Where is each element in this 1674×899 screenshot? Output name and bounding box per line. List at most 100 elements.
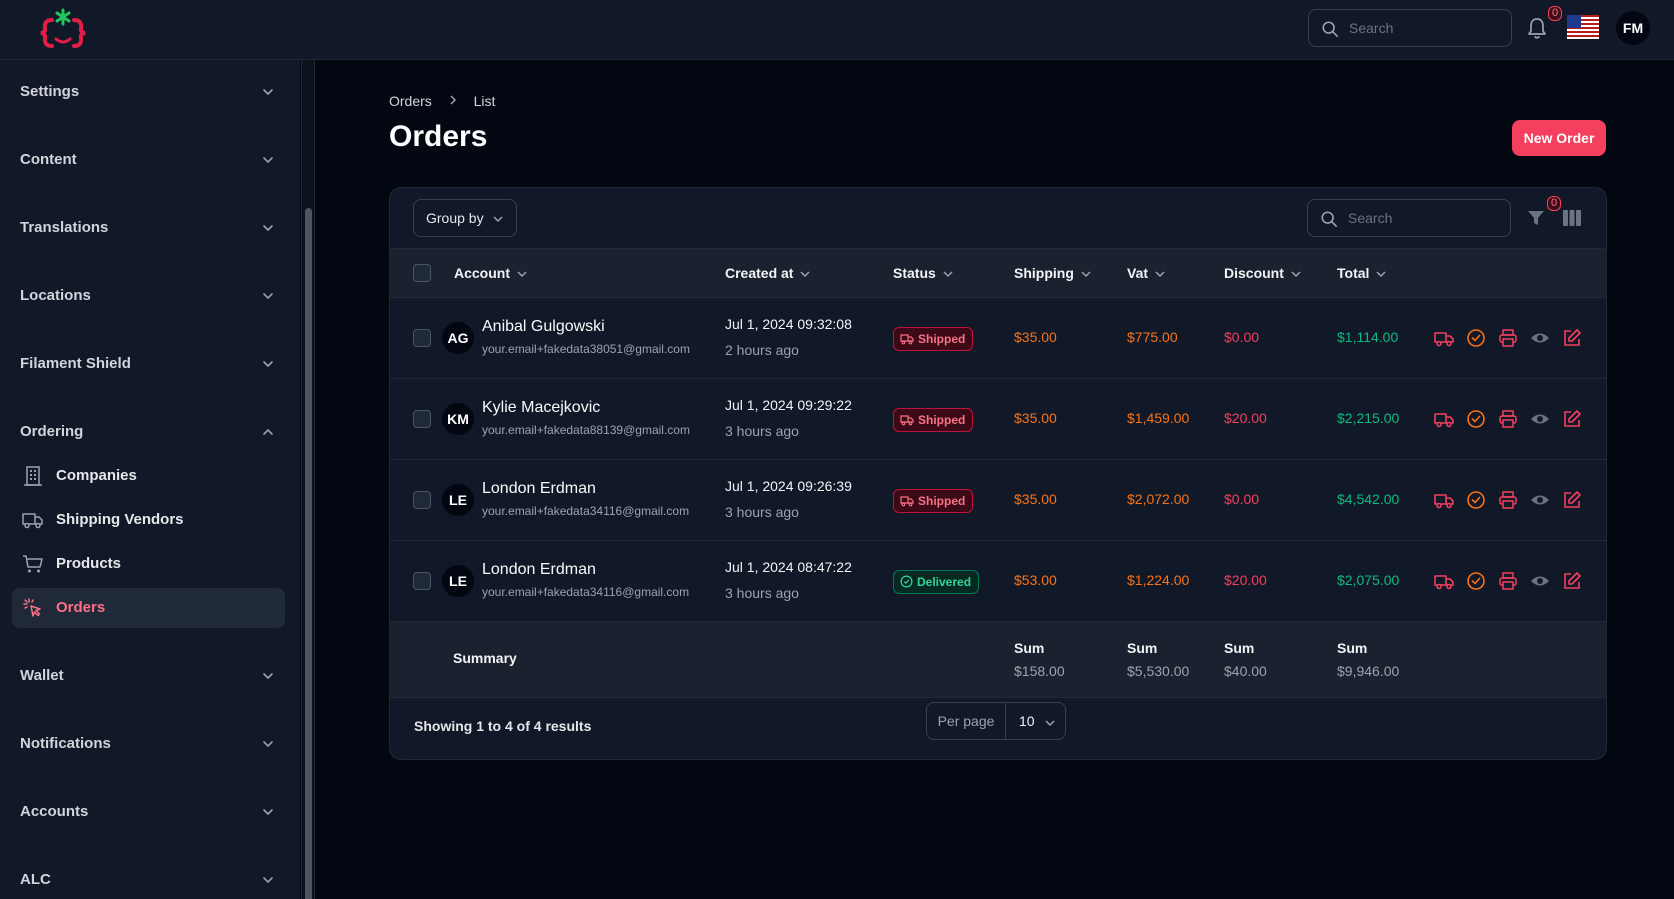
- sidebar-group-accounts[interactable]: Accounts: [20, 800, 275, 824]
- check-circle-icon[interactable]: [1466, 328, 1486, 348]
- orders-table: Group by 0 Account Created at Status Shi…: [389, 187, 1607, 760]
- eye-icon[interactable]: [1530, 490, 1550, 510]
- column-label: Created at: [725, 265, 794, 281]
- sidebar-group-ordering[interactable]: Ordering: [20, 420, 275, 444]
- column-label: Total: [1337, 265, 1370, 281]
- global-search[interactable]: [1308, 9, 1512, 47]
- sidebar-item-companies[interactable]: Companies: [12, 456, 285, 496]
- table-search[interactable]: [1307, 199, 1511, 237]
- avatar: AG: [442, 322, 474, 354]
- table-row[interactable]: AG Anibal Gulgowski your.email+fakedata3…: [390, 298, 1606, 379]
- sum-label: Sum: [1337, 640, 1368, 656]
- row-checkbox[interactable]: [413, 329, 431, 347]
- row-checkbox[interactable]: [413, 410, 431, 428]
- breadcrumb: Orders List: [389, 92, 495, 109]
- avatar: LE: [442, 484, 474, 516]
- account-name: London Erdman: [482, 480, 596, 497]
- discount-value: $0.00: [1224, 491, 1260, 507]
- chevron-down-icon: [263, 293, 273, 300]
- summary-label: Summary: [453, 650, 517, 666]
- sidebar-scrollbar[interactable]: [301, 60, 315, 899]
- discount-value: $20.00: [1224, 410, 1267, 426]
- sidebar-group-wallet[interactable]: Wallet: [20, 664, 275, 688]
- edit-icon[interactable]: [1562, 571, 1582, 591]
- vat-value: $1,459.00: [1127, 410, 1190, 426]
- sidebar-group-label: Translations: [20, 219, 109, 236]
- check-circle-icon[interactable]: [1466, 409, 1486, 429]
- sidebar-group-alc[interactable]: ALC: [20, 868, 275, 892]
- column-account[interactable]: Account: [454, 249, 528, 297]
- us-flag-icon[interactable]: [1567, 15, 1599, 39]
- sidebar-group-translations[interactable]: Translations: [20, 216, 275, 240]
- sidebar-item-shipping-vendors[interactable]: Shipping Vendors: [12, 500, 285, 540]
- chevron-right-icon: [450, 95, 456, 105]
- eye-icon[interactable]: [1530, 328, 1550, 348]
- printer-icon[interactable]: [1498, 490, 1518, 510]
- truck-icon: [900, 496, 914, 507]
- app-logo-icon[interactable]: [38, 8, 88, 52]
- table-row[interactable]: LE London Erdman your.email+fakedata3411…: [390, 460, 1606, 541]
- status-badge: Delivered: [893, 570, 980, 594]
- check-circle-icon[interactable]: [1466, 571, 1486, 591]
- table-search-input[interactable]: [1348, 200, 1498, 236]
- chevron-down-icon: [263, 741, 273, 748]
- truck-icon[interactable]: [1434, 328, 1454, 348]
- sidebar-group-settings[interactable]: Settings: [20, 80, 275, 104]
- global-search-input[interactable]: [1349, 10, 1499, 46]
- cart-icon: [23, 555, 43, 573]
- sidebar-group-filament-shield[interactable]: Filament Shield: [20, 352, 275, 376]
- column-shipping[interactable]: Shipping: [1014, 249, 1092, 297]
- chevron-down-icon: [943, 271, 953, 278]
- printer-icon[interactable]: [1498, 328, 1518, 348]
- printer-icon[interactable]: [1498, 571, 1518, 591]
- group-by-dropdown[interactable]: Group by: [413, 199, 517, 237]
- vat-value: $775.00: [1127, 329, 1178, 345]
- truck-icon[interactable]: [1434, 409, 1454, 429]
- columns-icon[interactable]: [1562, 209, 1582, 227]
- row-checkbox[interactable]: [413, 491, 431, 509]
- sidebar-group-notifications[interactable]: Notifications: [20, 732, 275, 756]
- sidebar-group-label: Wallet: [20, 667, 64, 684]
- sidebar-item-products[interactable]: Products: [12, 544, 285, 584]
- sidebar-group-content[interactable]: Content: [20, 148, 275, 172]
- column-status[interactable]: Status: [893, 249, 954, 297]
- filter-icon[interactable]: [1527, 209, 1545, 227]
- sidebar-group-label: ALC: [20, 871, 51, 888]
- sidebar-item-orders[interactable]: Orders: [12, 588, 285, 628]
- breadcrumb-orders[interactable]: Orders: [389, 93, 432, 110]
- sidebar-scrollbar-thumb[interactable]: [305, 208, 312, 899]
- check-circle-icon[interactable]: [1466, 490, 1486, 510]
- group-by-label: Group by: [426, 210, 484, 226]
- sum-total: $9,946.00: [1337, 663, 1400, 679]
- sidebar-item-label: Companies: [56, 467, 137, 484]
- column-created-at[interactable]: Created at: [725, 249, 811, 297]
- per-page-select[interactable]: Per page 10: [926, 702, 1066, 740]
- sum-label: Sum: [1014, 640, 1045, 656]
- truck-icon[interactable]: [1434, 490, 1454, 510]
- chevron-down-icon: [493, 216, 503, 223]
- table-row[interactable]: KM Kylie Macejkovic your.email+fakedata8…: [390, 379, 1606, 460]
- sum-shipping: $158.00: [1014, 663, 1065, 679]
- search-icon: [1321, 211, 1338, 228]
- select-all-checkbox[interactable]: [413, 264, 431, 282]
- column-vat[interactable]: Vat: [1127, 249, 1166, 297]
- new-order-button[interactable]: New Order: [1512, 120, 1606, 156]
- shipping-value: $35.00: [1014, 410, 1057, 426]
- edit-icon[interactable]: [1562, 409, 1582, 429]
- row-checkbox[interactable]: [413, 572, 431, 590]
- column-total[interactable]: Total: [1337, 249, 1387, 297]
- bell-icon[interactable]: [1526, 16, 1548, 40]
- edit-icon[interactable]: [1562, 328, 1582, 348]
- user-avatar[interactable]: FM: [1616, 11, 1650, 45]
- sidebar-group-locations[interactable]: Locations: [20, 284, 275, 308]
- edit-icon[interactable]: [1562, 490, 1582, 510]
- eye-icon[interactable]: [1530, 571, 1550, 591]
- column-discount[interactable]: Discount: [1224, 249, 1302, 297]
- printer-icon[interactable]: [1498, 409, 1518, 429]
- sidebar-item-label: Products: [56, 555, 122, 572]
- avatar: LE: [442, 565, 474, 597]
- truck-icon[interactable]: [1434, 571, 1454, 591]
- sidebar-item-label: Shipping Vendors: [56, 511, 184, 528]
- table-row[interactable]: LE London Erdman your.email+fakedata3411…: [390, 541, 1606, 622]
- eye-icon[interactable]: [1530, 409, 1550, 429]
